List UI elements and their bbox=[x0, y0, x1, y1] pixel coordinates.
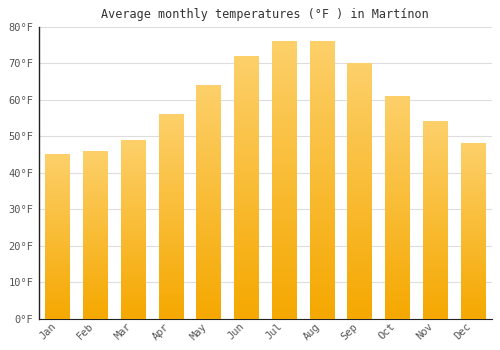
Title: Average monthly temperatures (°F ) in Martínon: Average monthly temperatures (°F ) in Ma… bbox=[102, 8, 429, 21]
